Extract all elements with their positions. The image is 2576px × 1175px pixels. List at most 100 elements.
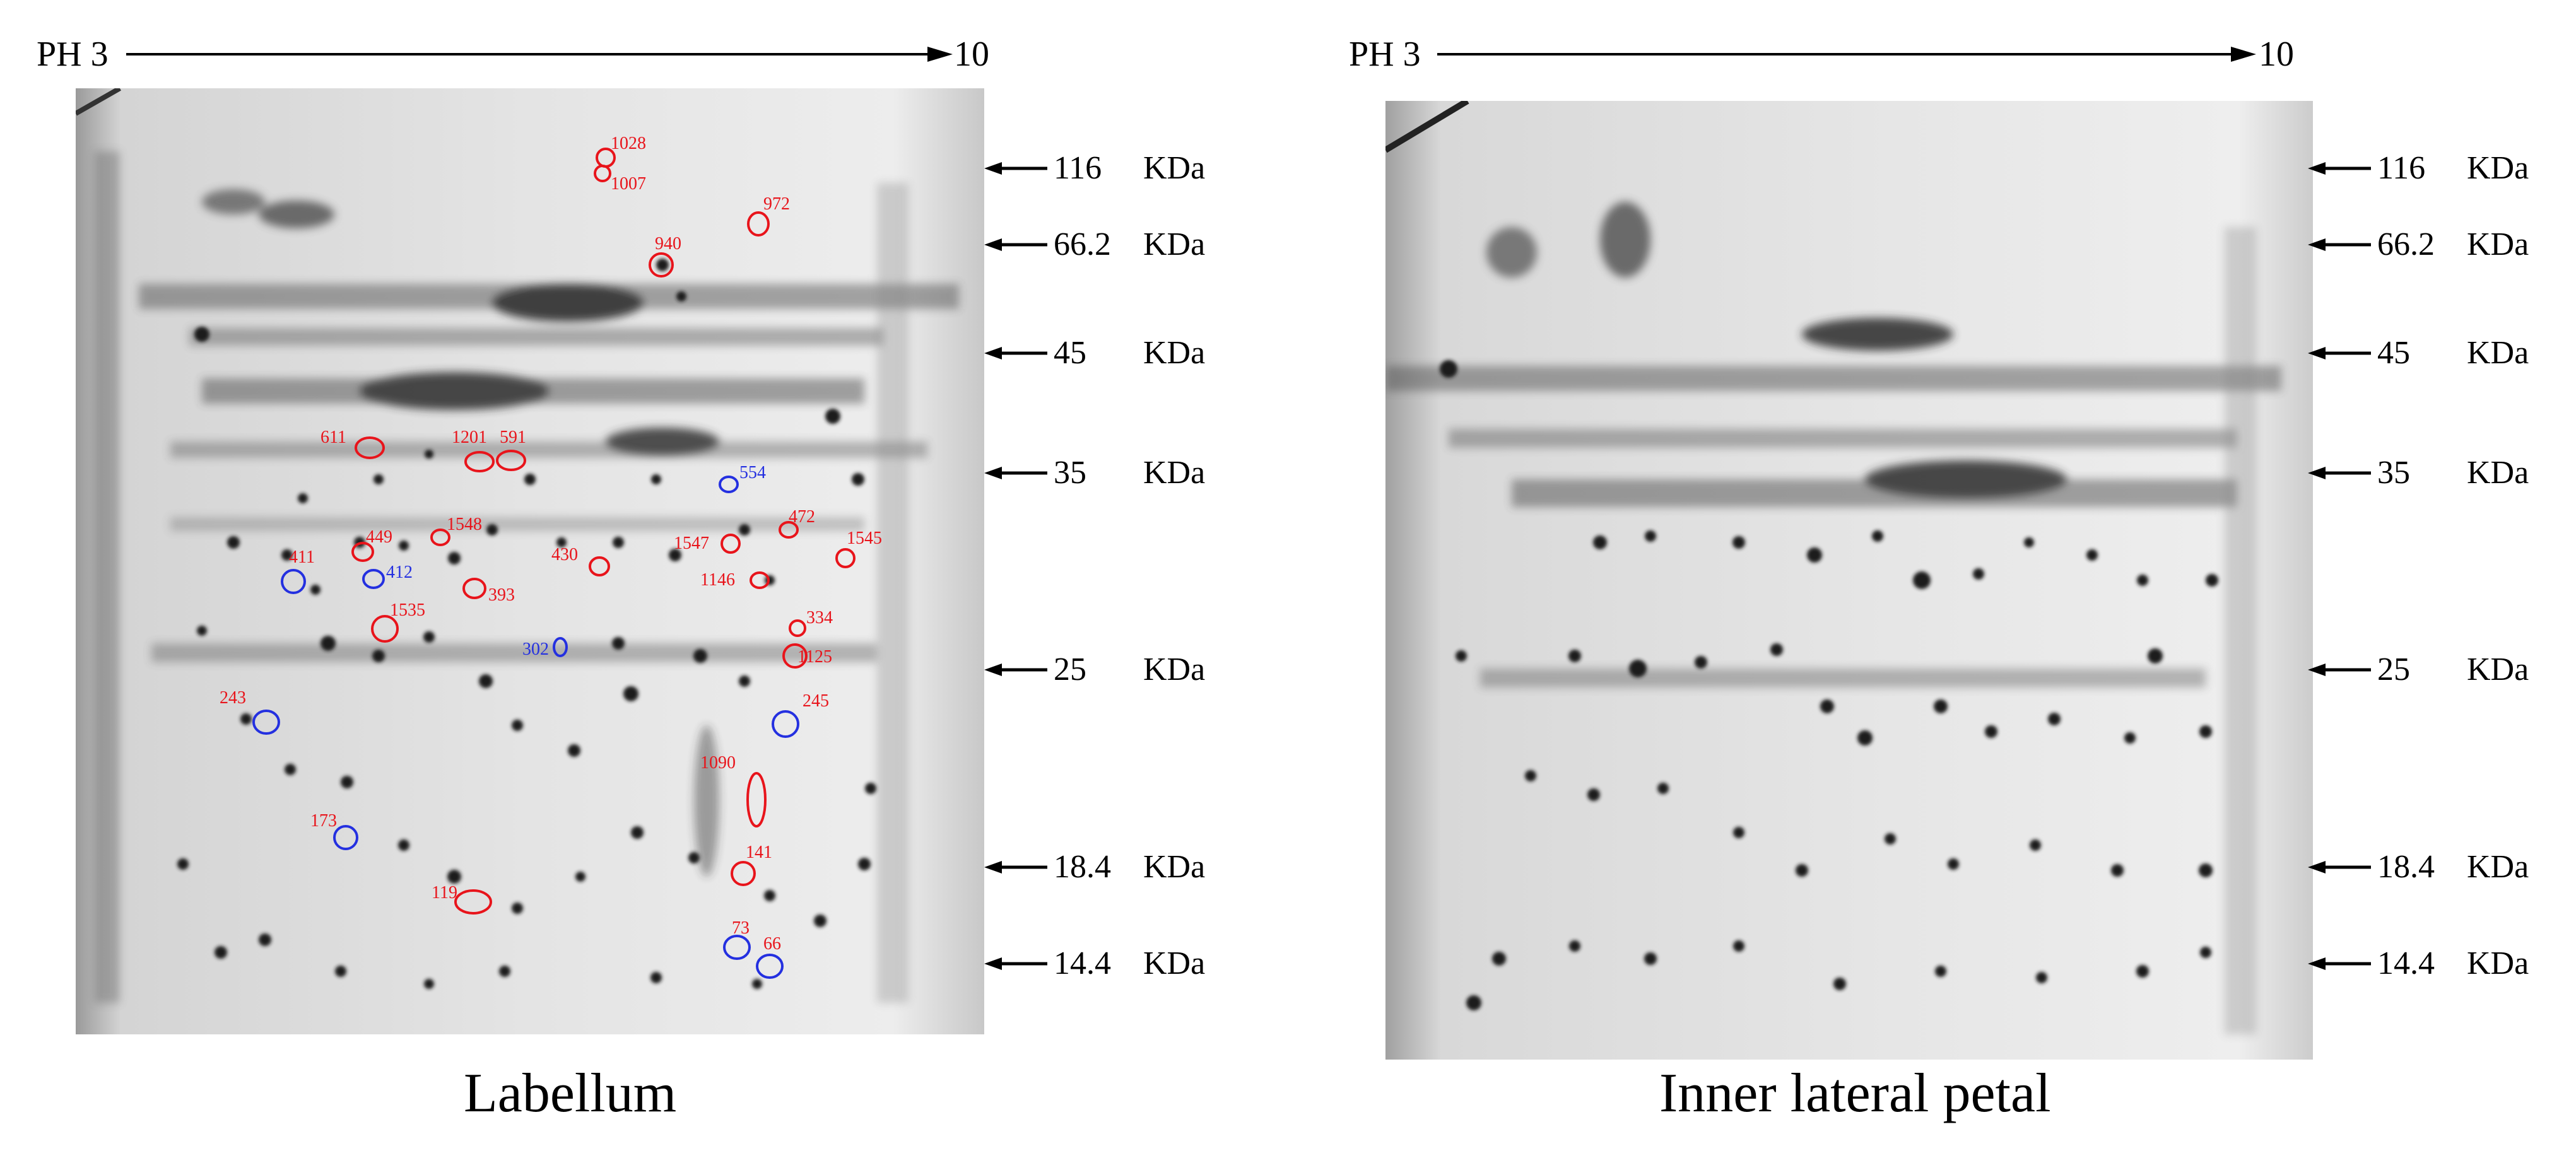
spot-119-circle xyxy=(454,889,492,915)
spot-label: 972 xyxy=(763,194,790,214)
ph-end-label: 10 xyxy=(2259,35,2294,74)
mw-unit: KDa xyxy=(2467,849,2529,885)
mw-marker-116: 116 KDa xyxy=(984,149,1230,187)
spot-label: 412 xyxy=(386,563,413,582)
spot-334-circle xyxy=(789,619,806,637)
spot-label: 1090 xyxy=(700,753,736,773)
spot-940-circle xyxy=(649,252,674,278)
spot-245-circle xyxy=(772,710,799,738)
spot-label: 1548 xyxy=(447,515,482,534)
spot-972-circle xyxy=(747,211,770,237)
mw-unit: KDa xyxy=(2467,335,2529,371)
mw-marker-list-left: 116 KDa 66.2 KDa 45 KDa 35 KDa 25 KDa 18.4 KDa… xyxy=(984,0,1274,1175)
spot-243-circle xyxy=(252,710,280,735)
mw-marker-18-4: 18.4 KDa xyxy=(984,848,1230,886)
spot-label: 1125 xyxy=(797,647,832,667)
spot-label: 449 xyxy=(366,527,392,547)
spot-393-circle xyxy=(462,578,486,599)
mw-value: 35 xyxy=(1054,455,1086,491)
ph-start-label: PH 3 xyxy=(37,35,109,74)
spot-554-circle xyxy=(719,476,739,493)
spot-label: 302 xyxy=(522,640,549,659)
spot-591-circle xyxy=(496,450,526,471)
spot-label: 1547 xyxy=(674,534,709,553)
spot-label: 591 xyxy=(500,428,526,447)
mw-value: 18.4 xyxy=(1054,849,1111,885)
spot-1090-circle xyxy=(746,772,767,827)
mw-value: 14.4 xyxy=(2377,945,2435,981)
spot-141-circle xyxy=(731,861,756,886)
mw-unit: KDa xyxy=(1143,652,1206,687)
mw-marker-35: 35 KDa xyxy=(2308,454,2554,492)
labellum-spot-annotations: 1028 1007 972 940 611 1201 591 554 1548 … xyxy=(220,134,882,979)
spot-label: 245 xyxy=(803,691,829,711)
mw-marker-116: 116 KDa xyxy=(2308,149,2554,187)
mw-value: 116 xyxy=(1054,150,1102,186)
mw-marker-66-2: 66.2 KDa xyxy=(984,226,1230,264)
spot-472-circle xyxy=(779,521,799,539)
spot-label: 1007 xyxy=(611,174,646,194)
mw-marker-18-4: 18.4 KDa xyxy=(2308,848,2554,886)
mw-marker-66-2: 66.2 KDa xyxy=(2308,226,2554,264)
ph-axis-arrow xyxy=(126,47,953,62)
spot-label: 1028 xyxy=(611,134,646,153)
spot-label: 393 xyxy=(488,585,515,605)
spot-label: 173 xyxy=(310,811,337,831)
mw-marker-14-4: 14.4 KDa xyxy=(2308,945,2554,983)
mw-marker-25: 25 KDa xyxy=(984,651,1230,689)
spot-label: 1201 xyxy=(452,428,487,447)
ph-start-label: PH 3 xyxy=(1349,35,1421,74)
mw-unit: KDa xyxy=(2467,945,2529,981)
spot-1007-circle xyxy=(594,165,611,182)
spot-label: 243 xyxy=(220,688,246,708)
spot-1547-circle xyxy=(720,534,741,554)
spot-1545-circle xyxy=(835,548,856,568)
mw-value: 18.4 xyxy=(2377,849,2435,885)
mw-unit: KDa xyxy=(1143,849,1206,885)
mw-marker-list-right: 116 KDa 66.2 KDa 45 KDa 35 KDa 25 KDa 18.4 KDa… xyxy=(2308,0,2573,1175)
mw-value: 25 xyxy=(1054,652,1086,687)
spot-label: 1146 xyxy=(700,570,735,590)
spot-302-circle xyxy=(553,637,568,657)
spot-73-circle xyxy=(723,935,751,960)
mw-marker-35: 35 KDa xyxy=(984,454,1230,492)
ph-end-label: 10 xyxy=(954,35,989,74)
spot-label: 554 xyxy=(739,463,766,482)
spot-1548-circle xyxy=(430,529,450,546)
spot-1201-circle xyxy=(464,451,495,472)
mw-unit: KDa xyxy=(1143,150,1206,186)
labellum-caption: Labellum xyxy=(464,1063,677,1124)
mw-value: 45 xyxy=(1054,335,1086,371)
mw-value: 14.4 xyxy=(1054,945,1111,981)
spot-label: 141 xyxy=(746,843,772,862)
spot-1125-circle xyxy=(782,643,808,669)
spot-label: 1535 xyxy=(390,600,425,620)
spot-1146-circle xyxy=(750,571,770,589)
spot-411-circle xyxy=(281,569,306,594)
mw-unit: KDa xyxy=(1143,226,1206,262)
spot-412-circle xyxy=(362,569,385,589)
mw-unit: KDa xyxy=(1143,455,1206,491)
spot-label: 611 xyxy=(321,428,346,447)
spot-label: 430 xyxy=(551,545,578,564)
mw-unit: KDa xyxy=(2467,455,2529,491)
spot-label: 411 xyxy=(289,547,315,567)
spot-label: 334 xyxy=(806,608,833,628)
spot-1535-circle xyxy=(371,615,399,643)
spot-label: 1545 xyxy=(847,529,882,548)
mw-unit: KDa xyxy=(2467,226,2529,262)
spot-label: 472 xyxy=(789,507,815,527)
mw-unit: KDa xyxy=(2467,652,2529,687)
labellum-gel-image xyxy=(76,88,984,1034)
mw-value: 45 xyxy=(2377,335,2410,371)
spot-label: 119 xyxy=(432,883,457,903)
mw-unit: KDa xyxy=(1143,945,1206,981)
spot-611-circle xyxy=(355,436,385,459)
inner-lateral-petal-caption: Inner lateral petal xyxy=(1659,1063,2051,1124)
inner-lateral-petal-panel: PH 3 10 xyxy=(1306,0,2576,1175)
mw-value: 66.2 xyxy=(1054,226,1111,262)
mw-marker-25: 25 KDa xyxy=(2308,651,2554,689)
ph-axis-arrow xyxy=(1437,47,2256,62)
spot-449-circle xyxy=(351,542,374,562)
labellum-panel: PH 3 10 xyxy=(0,0,1287,1175)
